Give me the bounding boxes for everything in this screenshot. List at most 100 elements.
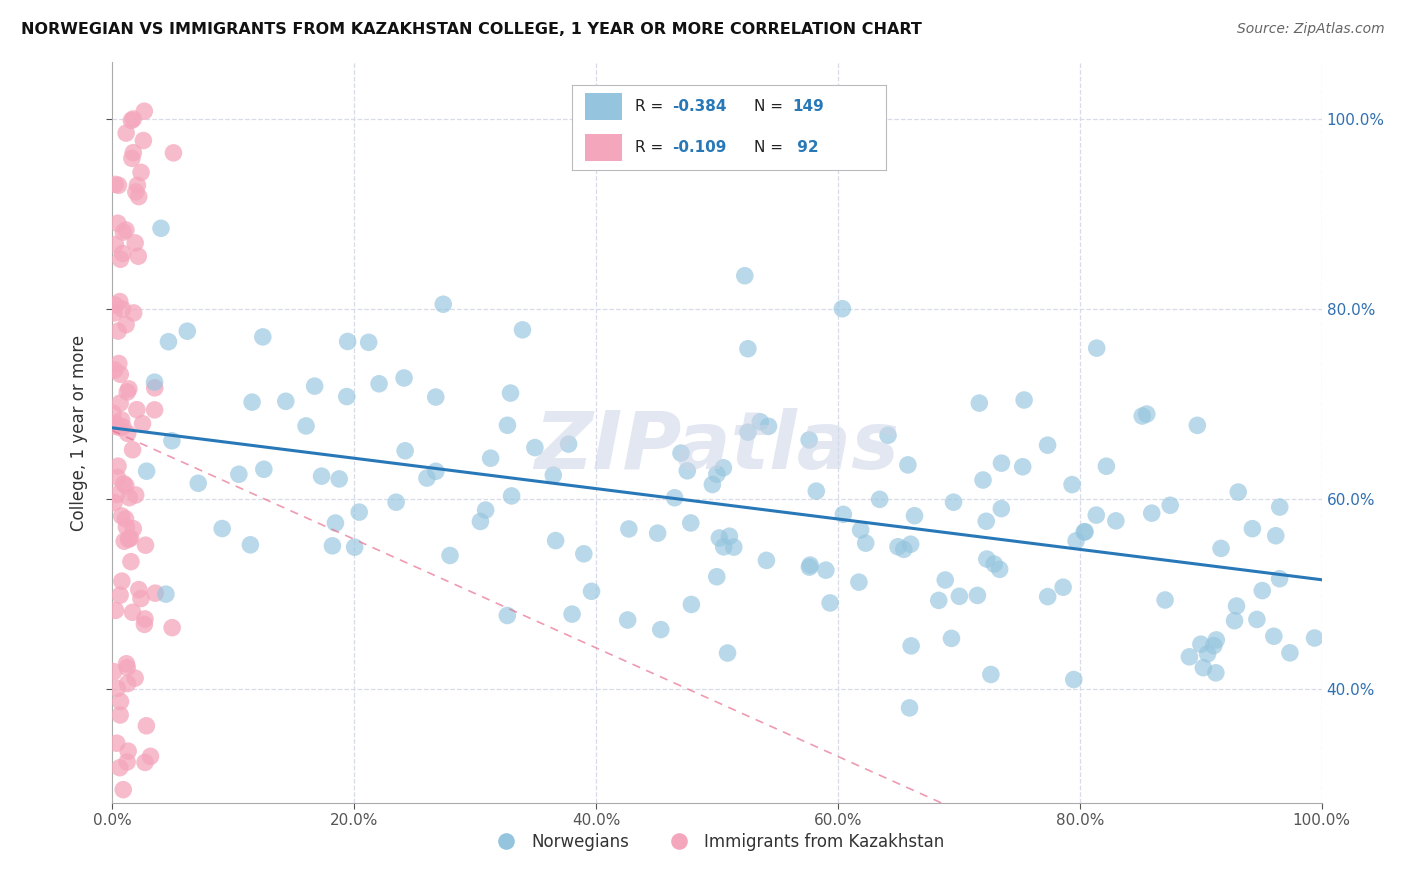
Point [145, 814, 167, 829]
Point [1268, 572, 1291, 586]
Point [115, 657, 138, 671]
Point [1205, 632, 1227, 647]
Point [432, 297, 454, 311]
Point [1225, 599, 1247, 613]
Y-axis label: College, 1 year or more: College, 1 year or more [70, 334, 89, 531]
Point [129, 591, 152, 606]
Point [124, 671, 146, 685]
Text: NORWEGIAN VS IMMIGRANTS FROM KAZAKHSTAN COLLEGE, 1 YEAR OR MORE CORRELATION CHAR: NORWEGIAN VS IMMIGRANTS FROM KAZAKHSTAN … [21, 22, 922, 37]
Point [104, 298, 127, 312]
Point [749, 415, 772, 429]
Point [115, 223, 138, 237]
Point [107, 357, 129, 371]
Point [496, 418, 519, 433]
Point [176, 324, 198, 338]
Point [108, 761, 131, 775]
Point [425, 390, 447, 404]
Point [1227, 485, 1250, 500]
Point [107, 459, 129, 474]
Point [128, 582, 150, 597]
Point [115, 755, 138, 769]
Point [304, 379, 326, 393]
Point [325, 516, 347, 530]
Point [121, 605, 143, 619]
Point [1278, 646, 1301, 660]
Point [105, 487, 128, 501]
Point [336, 334, 359, 349]
Point [160, 621, 183, 635]
Point [114, 478, 136, 492]
Point [101, 406, 124, 420]
Point [706, 467, 728, 482]
Point [124, 488, 146, 502]
Point [122, 145, 145, 160]
Point [124, 235, 146, 250]
Point [869, 492, 891, 507]
Point [114, 512, 136, 526]
Point [887, 540, 910, 554]
Point [1012, 392, 1035, 407]
Point [1241, 522, 1264, 536]
Point [240, 395, 263, 409]
Point [1130, 409, 1153, 423]
Point [111, 301, 134, 316]
Point [110, 368, 132, 382]
Point [650, 623, 672, 637]
Point [134, 756, 156, 770]
Point [983, 557, 1005, 571]
Point [900, 639, 922, 653]
Point [155, 587, 177, 601]
Point [103, 495, 125, 509]
Point [122, 522, 145, 536]
Point [706, 570, 728, 584]
Point [990, 501, 1012, 516]
Point [135, 464, 157, 478]
Legend: Norwegians, Immigrants from Kazakhstan: Norwegians, Immigrants from Kazakhstan [484, 826, 950, 857]
Point [716, 646, 738, 660]
Point [1085, 508, 1108, 522]
Point [1074, 524, 1097, 539]
Point [107, 324, 129, 338]
Point [115, 126, 138, 140]
Point [187, 476, 209, 491]
Point [797, 433, 820, 447]
Point [1154, 593, 1177, 607]
Point [470, 515, 492, 529]
Point [111, 574, 134, 589]
Point [544, 533, 567, 548]
Point [1263, 629, 1285, 643]
Point [713, 460, 735, 475]
Point [117, 426, 139, 441]
Point [117, 676, 139, 690]
Point [814, 563, 837, 577]
Point [581, 584, 603, 599]
Point [118, 382, 141, 396]
Point [990, 456, 1012, 470]
Point [252, 330, 274, 344]
Point [162, 145, 184, 160]
Point [723, 540, 745, 554]
Point [104, 417, 127, 431]
Point [117, 660, 139, 674]
Point [799, 560, 821, 574]
Point [676, 464, 699, 478]
Point [1192, 661, 1215, 675]
Point [980, 667, 1002, 681]
Point [1246, 612, 1268, 626]
Point [160, 434, 183, 448]
Point [737, 342, 759, 356]
Point [664, 491, 686, 505]
Point [135, 719, 157, 733]
Point [681, 598, 703, 612]
Point [702, 477, 724, 491]
Point [149, 221, 172, 235]
Point [127, 178, 149, 193]
Point [988, 562, 1011, 576]
Point [1209, 541, 1232, 556]
Point [755, 553, 778, 567]
Point [117, 384, 139, 399]
Point [849, 523, 872, 537]
Point [512, 323, 534, 337]
Point [368, 376, 391, 391]
Point [347, 505, 370, 519]
